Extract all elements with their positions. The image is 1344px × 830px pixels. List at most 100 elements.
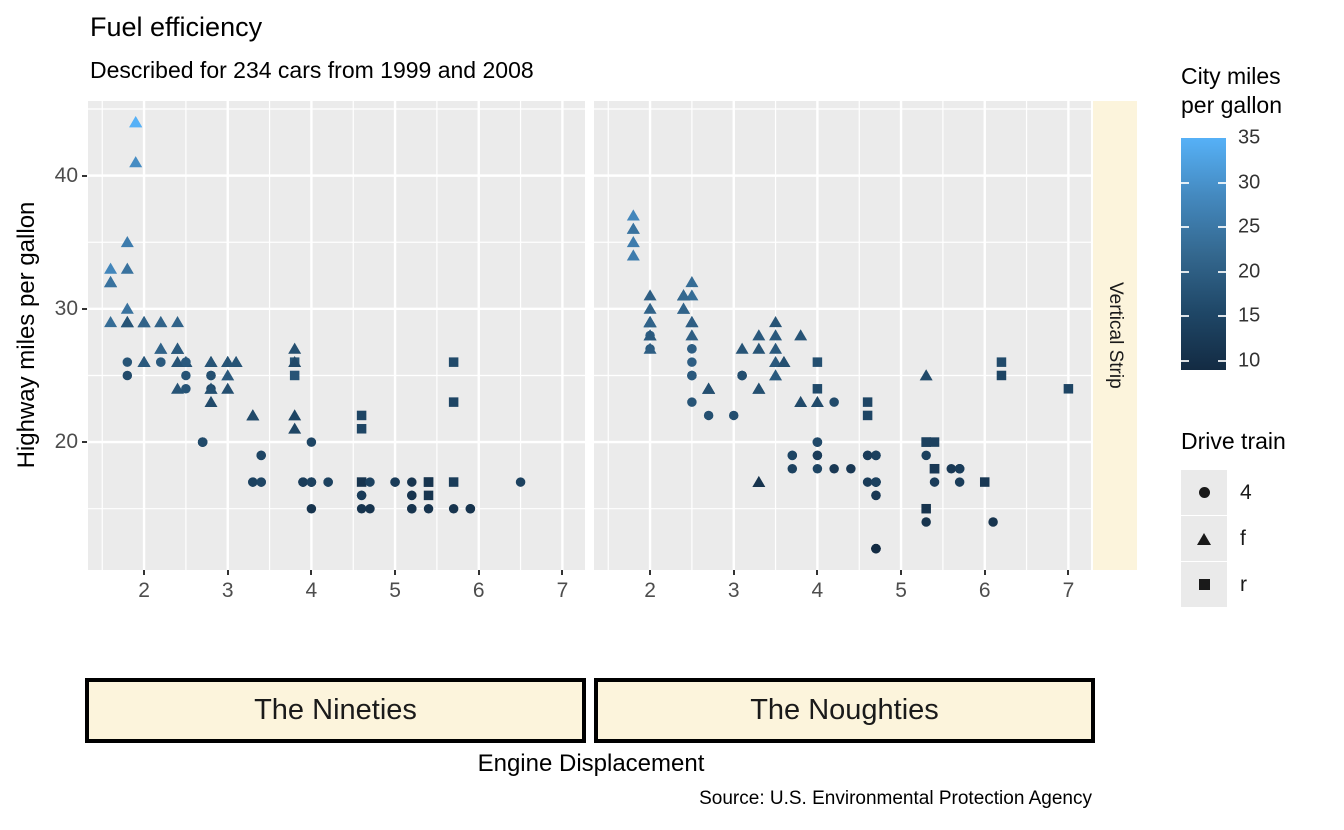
x-tick-mark bbox=[143, 570, 146, 575]
data-point bbox=[298, 477, 308, 487]
data-point bbox=[356, 424, 367, 434]
data-point bbox=[122, 370, 133, 381]
data-point bbox=[769, 342, 783, 354]
data-point bbox=[181, 357, 191, 367]
x-axis-title: Engine Displacement bbox=[477, 750, 705, 777]
data-point bbox=[929, 477, 940, 487]
data-point bbox=[794, 329, 808, 341]
x-tick-mark bbox=[1067, 570, 1070, 575]
x-tick-label: 2 bbox=[138, 579, 150, 602]
data-point bbox=[407, 490, 417, 501]
data-point bbox=[407, 503, 417, 514]
data-point bbox=[323, 477, 333, 487]
x-tick-label: 5 bbox=[389, 579, 401, 602]
x-tick-mark bbox=[310, 570, 313, 575]
x-tick-mark bbox=[649, 570, 652, 575]
data-point bbox=[288, 409, 302, 421]
data-point bbox=[871, 450, 881, 461]
data-point bbox=[306, 437, 317, 447]
x-tick-label: 2 bbox=[644, 579, 656, 602]
y-tick-label: 40 bbox=[54, 163, 78, 187]
y-tick-mark bbox=[82, 174, 87, 177]
data-point bbox=[946, 463, 957, 474]
data-point bbox=[306, 503, 317, 514]
panel-the-nineties bbox=[88, 101, 585, 570]
facet-label: The Nineties bbox=[254, 694, 417, 726]
colorbar-tick-mark bbox=[1181, 315, 1189, 318]
data-point bbox=[643, 302, 657, 314]
data-point bbox=[289, 370, 300, 381]
data-point bbox=[687, 357, 697, 367]
data-point bbox=[221, 369, 235, 381]
x-tick-label: 6 bbox=[472, 579, 485, 602]
data-point bbox=[862, 450, 873, 461]
data-point bbox=[288, 342, 302, 354]
plot-subtitle: Described for 234 cars from 1999 and 200… bbox=[90, 57, 534, 83]
data-point bbox=[288, 355, 302, 368]
data-point bbox=[643, 342, 657, 354]
data-point bbox=[365, 477, 375, 487]
x-tick-mark bbox=[900, 570, 903, 575]
data-point bbox=[929, 463, 940, 474]
data-point bbox=[137, 315, 151, 328]
data-point bbox=[626, 236, 640, 248]
data-point bbox=[626, 249, 640, 261]
data-point bbox=[407, 477, 417, 487]
data-point bbox=[687, 370, 697, 381]
right-strip-label: Vertical Strip bbox=[1105, 282, 1126, 389]
data-point bbox=[687, 344, 697, 354]
x-tick-mark bbox=[561, 570, 564, 575]
data-point bbox=[735, 342, 749, 354]
scatter-plot-1999 bbox=[88, 101, 585, 570]
data-point bbox=[769, 315, 783, 328]
data-point bbox=[643, 329, 657, 341]
data-point bbox=[643, 289, 657, 301]
data-point bbox=[677, 289, 691, 301]
data-point bbox=[137, 355, 151, 368]
data-point bbox=[752, 475, 766, 487]
data-point bbox=[988, 517, 998, 527]
data-point bbox=[752, 329, 766, 341]
circle-icon bbox=[1198, 487, 1210, 498]
data-point bbox=[846, 463, 856, 474]
colorbar-tick-label: 20 bbox=[1238, 260, 1261, 283]
data-point bbox=[204, 395, 218, 408]
x-tick-label: 4 bbox=[811, 579, 824, 602]
data-point bbox=[204, 355, 218, 368]
data-point bbox=[702, 382, 716, 394]
data-point bbox=[862, 410, 873, 421]
data-point bbox=[954, 463, 965, 474]
data-point bbox=[181, 370, 191, 381]
data-point bbox=[423, 477, 434, 487]
data-point bbox=[104, 276, 118, 288]
data-point bbox=[685, 315, 699, 328]
data-point bbox=[154, 342, 168, 354]
x-tick-label: 7 bbox=[556, 579, 569, 602]
y-tick-mark bbox=[82, 307, 87, 310]
y-tick-label: 30 bbox=[54, 296, 78, 320]
data-point bbox=[171, 382, 185, 394]
data-point bbox=[812, 463, 823, 474]
data-point bbox=[871, 543, 881, 554]
data-point bbox=[171, 355, 185, 368]
data-point bbox=[871, 477, 881, 487]
data-point bbox=[120, 302, 134, 314]
data-point bbox=[356, 410, 367, 421]
facet-strip-the-nineties: The Nineties bbox=[85, 678, 586, 743]
data-point bbox=[104, 315, 118, 328]
colorbar-tick-label: 35 bbox=[1238, 126, 1261, 149]
legend-key-drv-4 bbox=[1181, 470, 1227, 515]
colorbar-tick-mark bbox=[1218, 270, 1226, 273]
data-point bbox=[120, 315, 134, 328]
data-point bbox=[752, 342, 766, 354]
colorbar-tick-mark bbox=[1218, 360, 1226, 363]
right-facet-strip: Vertical Strip bbox=[1093, 101, 1137, 570]
data-point bbox=[515, 477, 526, 487]
x-tick-mark bbox=[226, 570, 229, 575]
scatter-plot-2008 bbox=[594, 101, 1091, 570]
data-point bbox=[812, 357, 823, 367]
data-point bbox=[812, 437, 823, 447]
data-point bbox=[919, 369, 933, 381]
data-point bbox=[356, 477, 367, 487]
data-point bbox=[365, 503, 375, 514]
